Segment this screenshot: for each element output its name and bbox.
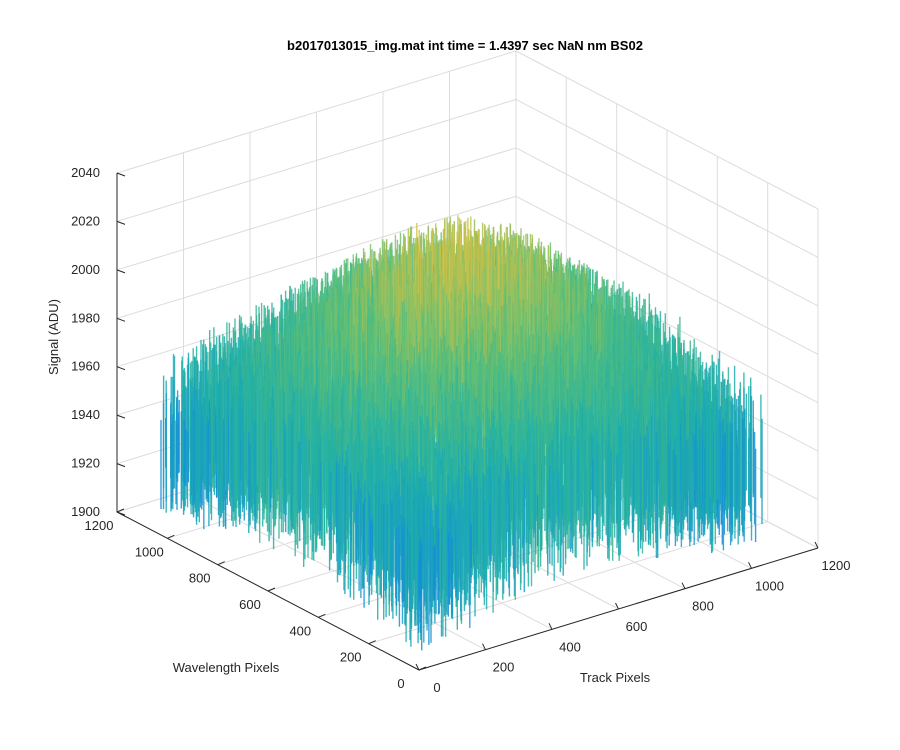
wall-grid-z2 [515,147,819,307]
surface [160,215,763,651]
wall-grid-z2 [515,195,819,355]
wall-grid-z [116,195,517,319]
wall-grid-z2 [515,98,819,258]
wall-grid-z2 [515,50,819,210]
wall-grid-z [116,98,517,222]
floor-grid-y [368,521,768,645]
wall-grid-z [116,147,517,271]
wall-grid-z [116,50,517,174]
